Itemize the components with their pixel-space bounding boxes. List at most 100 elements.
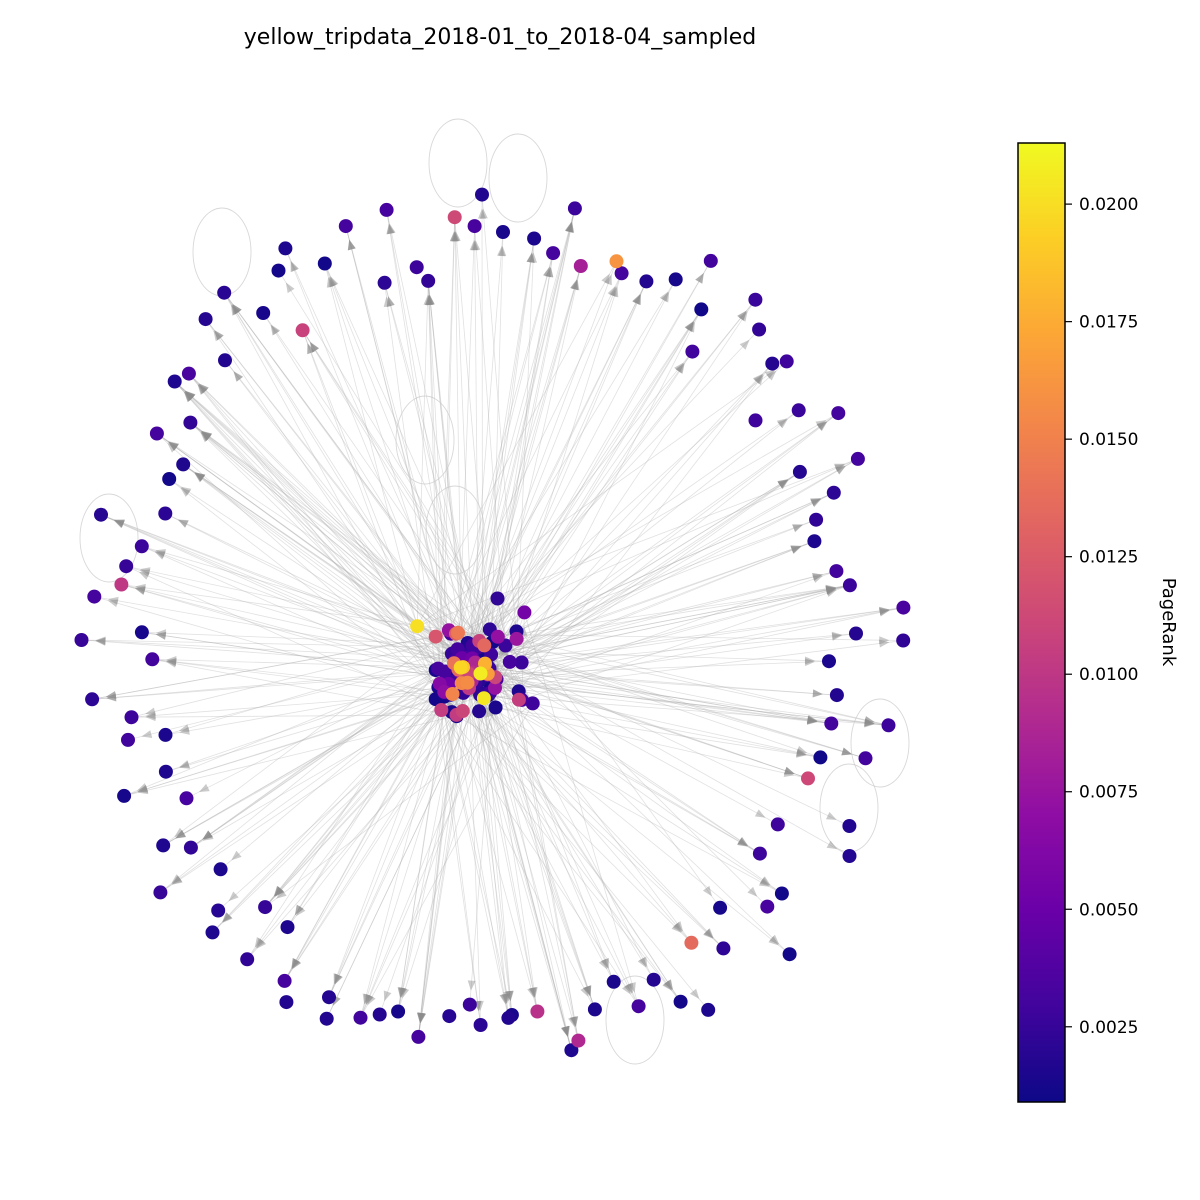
graph-edge: [324, 263, 491, 630]
edge-arrowhead: [703, 928, 714, 939]
graph-node: [614, 266, 629, 281]
edge-arrowhead: [804, 658, 815, 667]
edge-arrowhead: [571, 279, 580, 291]
graph-node: [145, 652, 160, 667]
graph-edge: [345, 226, 459, 670]
edge-arrowhead: [222, 912, 233, 923]
edge-arrowhead: [825, 584, 836, 593]
edge-arrowhead: [737, 836, 749, 846]
graph-edge: [418, 714, 457, 1037]
edge-arrowhead: [812, 689, 823, 698]
graph-edge: [287, 673, 450, 928]
graph-node: [472, 704, 487, 719]
edge-arrowhead: [569, 1016, 578, 1027]
edge-arrowhead: [105, 691, 117, 699]
edge-arrowhead: [790, 546, 802, 554]
graph-edge: [451, 409, 799, 655]
graph-node: [502, 654, 517, 669]
graph-node: [295, 323, 310, 338]
graph-edge: [521, 584, 851, 701]
edge-arrowhead: [233, 371, 244, 382]
graph-node: [421, 273, 436, 288]
edge-arrowhead: [543, 266, 552, 278]
graph-edge: [495, 707, 809, 779]
graph-edge: [469, 677, 496, 1005]
graph-edge: [468, 633, 857, 688]
edge-arrowhead: [663, 980, 673, 991]
edge-arrowhead: [702, 885, 712, 897]
graph-edge: [163, 683, 449, 846]
graph-edge: [223, 292, 492, 655]
edge-arrowhead: [467, 980, 476, 991]
graph-edge: [467, 642, 481, 1026]
graph-edge: [223, 292, 457, 716]
edge-arrowhead: [425, 294, 434, 305]
graph-edge: [262, 312, 487, 670]
graph-edge: [397, 673, 464, 1012]
edge-arrowhead: [760, 876, 771, 886]
graph-edge: [121, 584, 475, 664]
graph-edge: [418, 712, 453, 1037]
edge-arrowhead: [426, 294, 435, 306]
graph-edge: [174, 381, 445, 672]
graph-node: [74, 633, 89, 647]
graph-edge: [455, 412, 839, 635]
graph-node: [279, 995, 294, 1010]
graph-node: [673, 994, 688, 1009]
edge-arrowhead: [113, 520, 125, 528]
graph-node: [546, 246, 561, 261]
edge-arrowhead: [810, 498, 822, 507]
graph-edge: [438, 687, 513, 1016]
colorbar-tick-label: 0.0125: [1079, 548, 1138, 568]
graph-edge: [360, 703, 534, 1018]
edge-arrowhead: [202, 830, 213, 840]
graph-edge: [386, 209, 491, 693]
graph-node: [765, 356, 780, 371]
graph-edge: [205, 318, 445, 672]
edge-arrowhead: [835, 466, 846, 475]
edge-arrowhead: [583, 985, 591, 997]
graph-node: [473, 666, 488, 681]
graph-edge: [126, 565, 464, 668]
graph-node: [217, 285, 232, 300]
graph-edge: [474, 665, 809, 779]
colorbar-tick-label: 0.0050: [1079, 900, 1138, 920]
graph-edge: [121, 584, 498, 638]
graph-edge: [481, 194, 517, 639]
edge-arrowhead: [399, 987, 408, 998]
graph-node: [455, 704, 470, 718]
graph-edge: [188, 373, 469, 655]
graph-edge: [416, 280, 429, 627]
edge-arrowhead: [174, 827, 185, 837]
graph-node: [791, 403, 806, 418]
edge-arrowhead: [108, 596, 119, 605]
edge-arrowhead: [139, 567, 151, 576]
edge-arrowhead: [397, 987, 406, 998]
edge-arrowhead: [674, 921, 684, 932]
graph-node: [156, 838, 171, 853]
graph-edge: [463, 673, 572, 1051]
graph-node: [377, 275, 392, 290]
graph-node: [829, 688, 844, 703]
edge-arrowhead: [139, 569, 151, 577]
graph-node: [434, 703, 449, 717]
edge-arrowhead: [565, 222, 573, 233]
edge-arrowhead: [194, 473, 205, 483]
graph-edge: [123, 657, 462, 797]
graph-node: [748, 413, 763, 428]
edge-arrowhead: [864, 716, 875, 725]
edge-arrowhead: [201, 431, 212, 441]
graph-edge: [448, 673, 615, 982]
graph-edge: [452, 693, 724, 949]
graph-edge: [474, 226, 506, 646]
graph-edge: [418, 673, 477, 1037]
graph-node: [181, 366, 196, 381]
edge-arrowhead: [426, 294, 435, 306]
edge-arrowhead: [879, 606, 890, 615]
edge-arrowhead: [276, 889, 287, 899]
edge-arrowhead: [366, 994, 374, 1005]
graph-edge: [443, 281, 647, 697]
graph-node: [87, 589, 102, 604]
edge-arrowhead: [113, 520, 125, 529]
graph-node: [240, 952, 255, 967]
